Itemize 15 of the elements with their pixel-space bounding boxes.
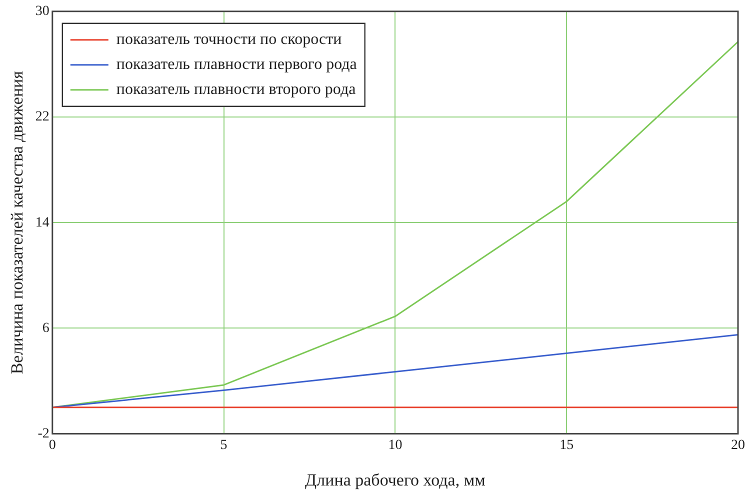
y-axis-title: Величина показателей качества движения (8, 70, 27, 374)
x-tick-label: 15 (560, 438, 574, 453)
legend-label: показатель точности по скорости (116, 31, 342, 48)
x-axis-title: Длина рабочего хода, мм (305, 470, 486, 490)
y-tick-label: -2 (38, 426, 50, 442)
y-tick-label: 14 (35, 215, 50, 230)
y-tick-label: 22 (35, 110, 50, 125)
x-tick-label: 10 (388, 438, 402, 453)
y-tick-label: 6 (42, 320, 50, 336)
x-tick-label: 0 (48, 438, 56, 453)
y-tick-label: 30 (35, 4, 50, 20)
legend-label: показатель плавности первого рода (116, 56, 357, 74)
x-tick-label: 5 (220, 438, 228, 453)
legend-label: показатель плавности второго рода (116, 81, 356, 98)
x-tick-label: 20 (731, 438, 745, 453)
